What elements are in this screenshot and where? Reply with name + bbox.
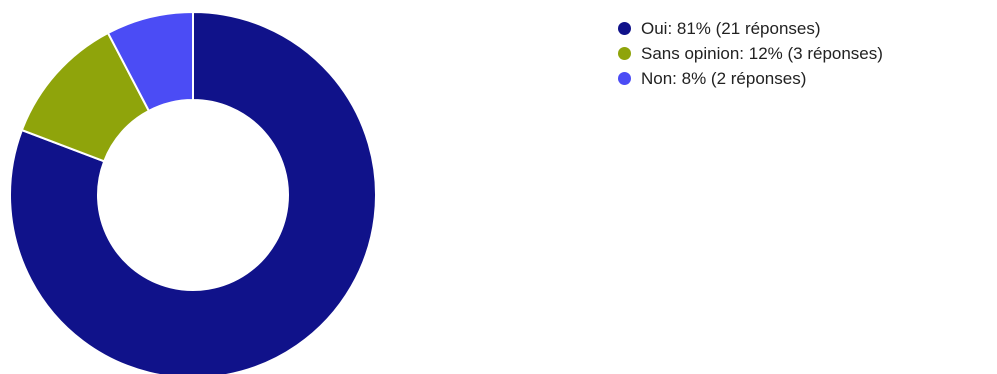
legend-label-non: Non: 8% (2 réponses) xyxy=(641,68,807,88)
legend-dot-oui xyxy=(618,22,631,35)
legend-dot-non xyxy=(618,72,631,85)
legend-dot-sans-opinion xyxy=(618,47,631,60)
legend-label-oui: Oui: 81% (21 réponses) xyxy=(641,18,821,38)
legend-item-oui[interactable]: Oui: 81% (21 réponses) xyxy=(618,16,883,41)
donut-chart xyxy=(9,10,377,374)
legend-label-sans-opinion: Sans opinion: 12% (3 réponses) xyxy=(641,43,883,63)
donut-slices xyxy=(9,10,377,374)
chart-legend: Oui: 81% (21 réponses) Sans opinion: 12%… xyxy=(618,16,883,91)
legend-item-non[interactable]: Non: 8% (2 réponses) xyxy=(618,66,883,91)
legend-item-sans-opinion[interactable]: Sans opinion: 12% (3 réponses) xyxy=(618,41,883,66)
slice-oui[interactable] xyxy=(9,10,377,374)
slice-non[interactable] xyxy=(106,10,194,113)
